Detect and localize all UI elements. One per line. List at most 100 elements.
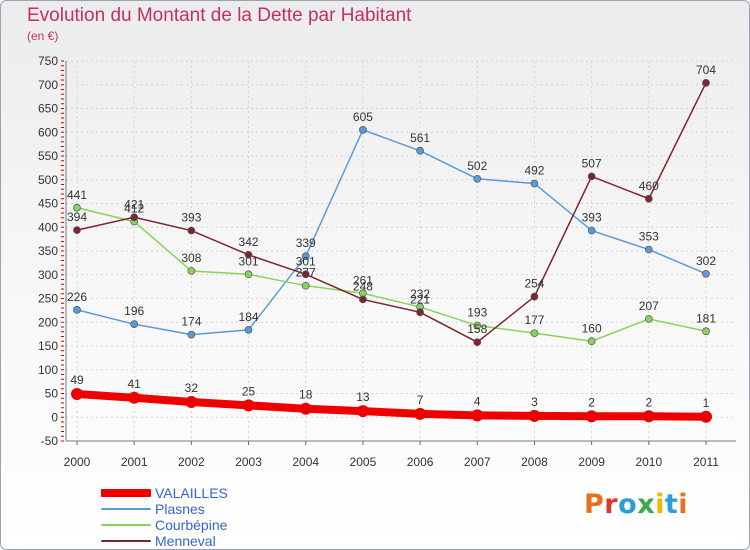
data-label-courbepine: 193 <box>467 306 487 320</box>
data-point-plasnes <box>301 252 310 261</box>
data-point-menneval <box>187 226 196 235</box>
data-point-menneval <box>73 226 81 234</box>
data-label-courbepine: 207 <box>639 299 659 313</box>
data-label-valailles: 3 <box>531 395 538 409</box>
data-label-menneval: 704 <box>696 63 716 77</box>
data-point-plasnes <box>530 179 539 188</box>
series-line-plasnes <box>76 129 707 336</box>
data-point-courbepine <box>587 337 596 346</box>
x-tick-label: 2007 <box>464 455 491 469</box>
y-tick-label: 150 <box>38 339 58 353</box>
data-label-menneval: 507 <box>582 156 602 170</box>
y-tick-label: 0 <box>51 410 58 424</box>
legend-swatch-courbepine <box>101 524 151 526</box>
data-label-menneval: 421 <box>124 197 144 211</box>
data-label-menneval: 248 <box>353 279 373 293</box>
data-label-menneval: 393 <box>181 211 201 225</box>
y-tick-label: 50 <box>45 387 59 401</box>
data-point-plasnes <box>644 245 653 254</box>
data-point-courbepine <box>702 327 710 336</box>
data-label-courbepine: 177 <box>524 313 544 327</box>
data-point-courbepine <box>73 203 81 212</box>
data-point-plasnes <box>130 320 139 328</box>
data-point-valailles <box>242 399 255 412</box>
data-point-valailles <box>356 405 369 418</box>
data-point-plasnes <box>187 330 196 339</box>
data-label-courbepine: 232 <box>410 287 430 301</box>
data-point-menneval <box>301 270 310 279</box>
data-point-courbepine <box>187 267 196 275</box>
data-label-plasnes: 502 <box>467 159 487 173</box>
data-label-valailles: 25 <box>242 384 256 398</box>
data-label-valailles: 2 <box>645 395 652 409</box>
x-tick-label: 2002 <box>178 455 205 469</box>
data-point-menneval <box>359 295 367 304</box>
legend-label-courbepine: Courbépine <box>155 517 228 533</box>
data-point-menneval <box>473 338 482 347</box>
x-tick-label: 2001 <box>121 455 148 469</box>
series-line-courbepine <box>76 207 707 342</box>
data-point-plasnes <box>416 146 424 155</box>
y-tick-label: 650 <box>38 102 58 116</box>
data-point-courbepine <box>301 281 310 290</box>
data-label-valailles: 7 <box>417 393 424 407</box>
y-tick-label: 550 <box>38 149 58 163</box>
data-label-menneval: 394 <box>67 210 87 224</box>
legend-item-courbepine: Courbépine <box>101 517 228 533</box>
data-point-valailles <box>414 407 427 420</box>
data-point-plasnes <box>73 306 81 314</box>
data-label-plasnes: 174 <box>181 315 201 329</box>
data-label-plasnes: 605 <box>353 110 373 124</box>
data-label-valailles: 1 <box>703 396 710 410</box>
x-tick-label: 2000 <box>64 455 91 469</box>
data-label-valailles: 41 <box>128 377 142 391</box>
x-tick-label: 2004 <box>292 455 319 469</box>
data-point-courbepine <box>644 315 653 323</box>
data-label-courbepine: 160 <box>582 321 602 335</box>
data-point-courbepine <box>473 321 482 330</box>
data-label-plasnes: 226 <box>67 290 87 304</box>
data-point-menneval <box>644 194 653 203</box>
legend-item-valailles: VALAILLES <box>101 485 228 501</box>
y-tick-label: 450 <box>38 197 58 211</box>
data-point-valailles <box>700 410 712 423</box>
series-line-menneval <box>76 82 707 343</box>
x-tick-label: 2011 <box>693 455 719 469</box>
data-point-valailles <box>528 409 541 422</box>
data-label-valailles: 13 <box>356 390 370 404</box>
data-label-courbepine: 181 <box>696 311 716 325</box>
data-label-valailles: 49 <box>70 373 84 387</box>
data-label-menneval: 342 <box>239 235 259 249</box>
y-tick-label: 350 <box>38 244 58 258</box>
y-tick-label: 750 <box>38 54 58 68</box>
legend-item-menneval: Menneval <box>101 533 228 549</box>
series-line-valailles <box>73 389 710 421</box>
y-tick-label: 100 <box>38 363 58 377</box>
data-point-valailles <box>585 410 598 423</box>
data-point-plasnes <box>587 226 596 235</box>
y-tick-label: 400 <box>38 220 58 234</box>
data-point-plasnes <box>359 126 367 134</box>
data-point-menneval <box>244 250 253 259</box>
data-point-plasnes <box>244 326 253 334</box>
data-point-menneval <box>587 172 596 181</box>
y-tick-label: 700 <box>38 78 58 92</box>
data-point-valailles <box>71 387 83 400</box>
data-label-menneval: 254 <box>524 277 544 291</box>
data-label-plasnes: 184 <box>239 310 259 324</box>
chart-title: Evolution du Montant de la Dette par Hab… <box>27 5 412 26</box>
data-label-valailles: 18 <box>299 388 313 402</box>
legend-label-plasnes: Plasnes <box>155 501 205 517</box>
data-label-plasnes: 561 <box>410 131 430 145</box>
legend-label-valailles: VALAILLES <box>155 485 228 501</box>
data-label-plasnes: 302 <box>696 254 716 268</box>
data-point-menneval <box>702 78 710 87</box>
x-tick-label: 2005 <box>350 455 377 469</box>
data-point-valailles <box>471 409 484 422</box>
data-label-courbepine: 308 <box>181 251 201 265</box>
y-tick-label: 600 <box>38 125 58 139</box>
data-label-plasnes: 196 <box>124 304 144 318</box>
y-tick-label: 250 <box>38 292 58 306</box>
